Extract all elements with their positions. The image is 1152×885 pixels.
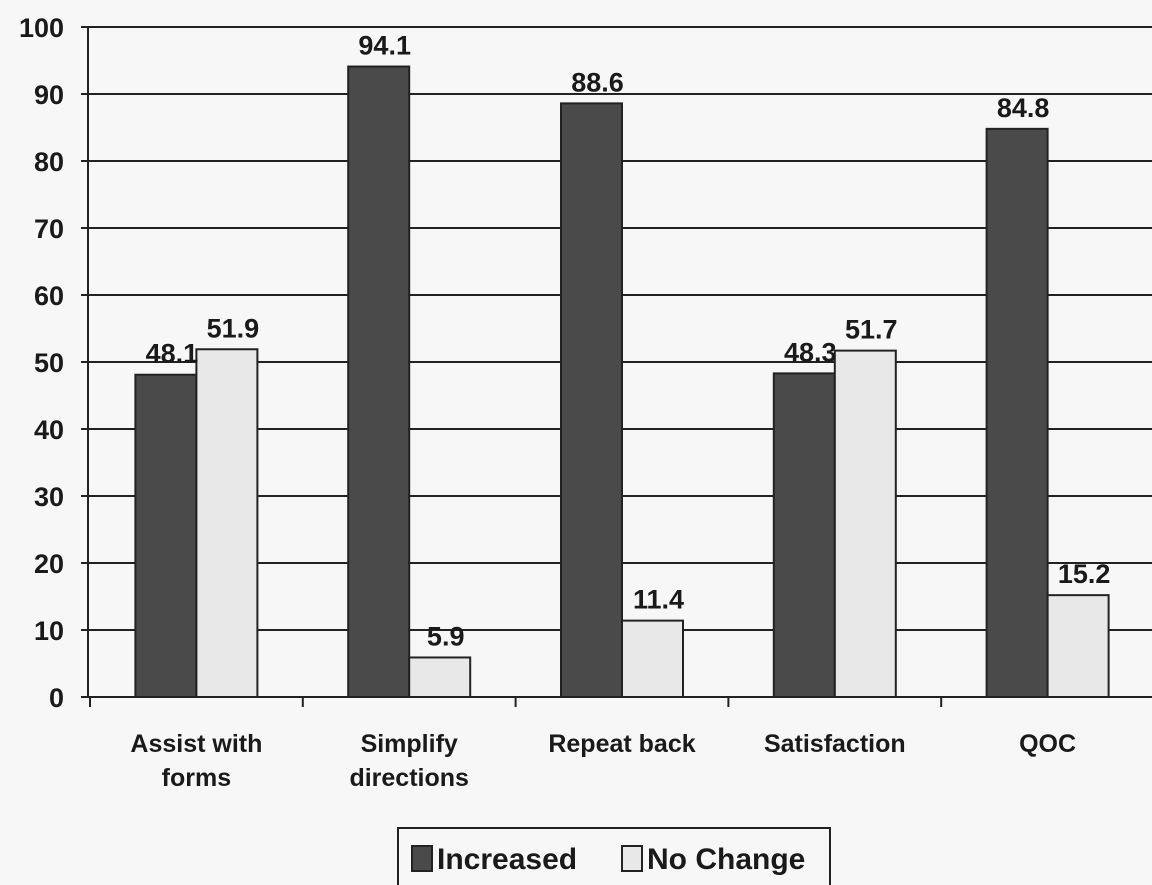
x-category-label: Repeat back: [548, 730, 695, 758]
bar-no-change: [833, 349, 897, 698]
legend-swatch-increased: [411, 845, 433, 872]
data-label: 15.2: [1058, 559, 1111, 589]
bar-no-change: [621, 619, 684, 698]
bar-no-change: [1046, 594, 1110, 698]
x-category-label-line: forms: [162, 764, 231, 792]
x-category-label: Simplify directions: [349, 730, 468, 792]
x-category-label: Satisfaction: [764, 730, 906, 758]
y-tick-label: 0: [49, 683, 64, 713]
x-axis-categories: Assist with forms Simplify directions Repeat…: [130, 730, 1076, 792]
data-label: 88.6: [571, 67, 624, 97]
y-tick-label: 10: [34, 616, 64, 646]
x-category-label-line: directions: [349, 764, 468, 792]
x-category-label-line: Repeat back: [548, 730, 695, 758]
data-label: 51.9: [207, 313, 260, 343]
x-category-label-line: Satisfaction: [764, 730, 906, 758]
legend-swatch-no-change: [621, 845, 643, 872]
data-label: 51.7: [845, 315, 898, 345]
x-category-label-line: Assist with: [130, 730, 262, 758]
y-tick-label: 50: [34, 348, 64, 378]
bar-increased: [985, 127, 1049, 698]
x-category-label-line: Simplify: [361, 730, 458, 758]
bar-increased: [134, 373, 198, 698]
y-tick-label: 80: [34, 147, 64, 177]
y-tick-label: 20: [34, 549, 64, 579]
bar-no-change: [408, 656, 472, 698]
x-category-label-line: QOC: [1019, 730, 1076, 758]
legend-label: Increased: [437, 843, 577, 876]
y-tick-label: 70: [34, 214, 64, 244]
legend-box: [397, 827, 831, 885]
data-label: 84.8: [997, 93, 1050, 123]
y-tick-label: 90: [34, 80, 64, 110]
y-tick-label: 40: [34, 415, 64, 445]
data-label: 48.3: [784, 337, 837, 367]
y-axis-ticks: 0 10 20 30 40 50 60 70 80 90 100: [19, 13, 64, 713]
data-labels: 48.1 51.9 94.1 5.9 88.6 11.4 48.3 51.7 84.8 15.2: [146, 31, 1111, 652]
data-label: 94.1: [358, 31, 411, 61]
data-label: 5.9: [427, 621, 465, 651]
bar-increased: [772, 372, 836, 698]
y-tick-label: 60: [34, 281, 64, 311]
axes: [81, 26, 1152, 707]
data-label: 48.1: [146, 339, 199, 369]
y-tick-label: 30: [34, 482, 64, 512]
legend-label: No Change: [647, 843, 805, 876]
y-tick-label: 100: [19, 13, 64, 43]
bar-increased: [347, 65, 411, 698]
data-label: 11.4: [633, 585, 684, 615]
bar-increased: [560, 102, 623, 698]
bar-no-change: [195, 348, 259, 698]
x-category-label: QOC: [1019, 730, 1076, 758]
x-category-label: Assist with forms: [130, 730, 262, 792]
legend: Increased No Change: [397, 827, 831, 885]
